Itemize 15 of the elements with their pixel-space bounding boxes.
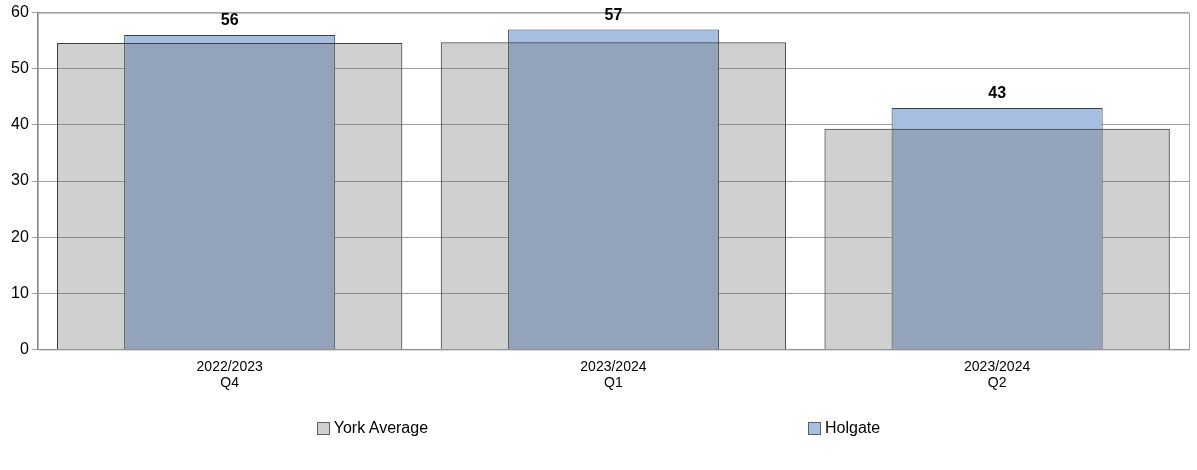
y-tick-label: 0 bbox=[19, 339, 29, 357]
y-tick-label: 50 bbox=[11, 59, 29, 77]
data-label: 43 bbox=[988, 84, 1007, 102]
data-label: 56 bbox=[220, 11, 239, 29]
x-tick-label: 2023/2024 Q2 bbox=[964, 357, 1031, 391]
legend-label: York Average bbox=[333, 419, 429, 437]
y-tick-label: 60 bbox=[11, 3, 29, 21]
legend-label: Holgate bbox=[825, 419, 881, 437]
y-tick-label: 10 bbox=[11, 283, 29, 301]
data-label: 57 bbox=[604, 5, 623, 23]
x-tick-label: 2022/2023 Q4 bbox=[196, 357, 263, 391]
x-tick-label: 2023/2024 Q1 bbox=[580, 357, 647, 391]
y-tick-label: 20 bbox=[11, 227, 29, 245]
y-tick-label: 30 bbox=[11, 171, 29, 189]
y-tick-label: 40 bbox=[11, 115, 29, 133]
